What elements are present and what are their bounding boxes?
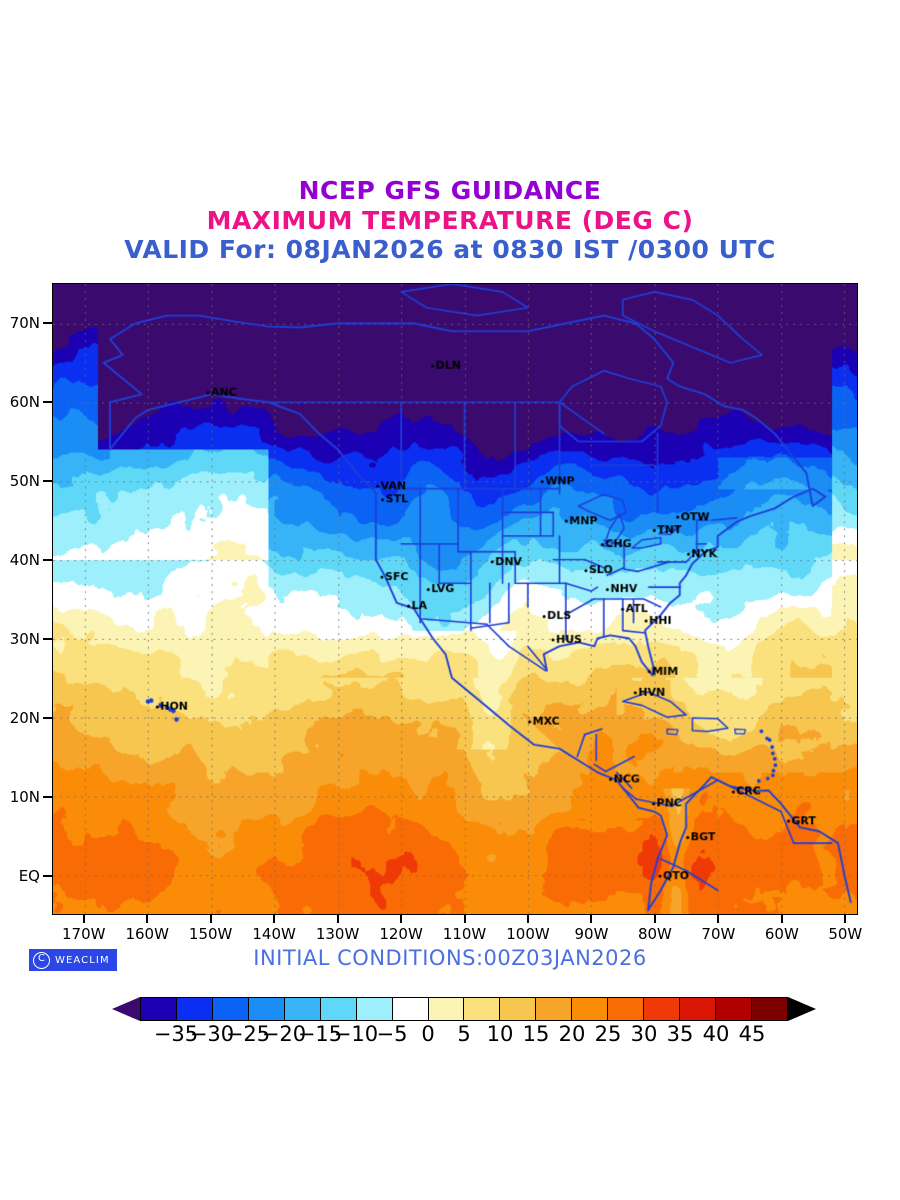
colorbar-tick-label: −25 xyxy=(225,1022,271,1046)
weaclim-logo: C WEACLIM xyxy=(29,949,117,971)
x-tick-mark xyxy=(717,915,720,923)
colorbar-cell xyxy=(644,998,681,1020)
x-axis-label: 160W xyxy=(125,925,169,943)
x-axis-label: 50W xyxy=(828,925,863,943)
x-axis-label: 90W xyxy=(574,925,609,943)
x-tick-mark xyxy=(526,915,529,923)
x-axis-label: 110W xyxy=(442,925,487,943)
colorbar-tick-label: −35 xyxy=(153,1022,199,1046)
y-tick-mark xyxy=(43,637,52,640)
colorbar-tick-label: 0 xyxy=(421,1022,435,1046)
x-tick-mark xyxy=(209,915,212,923)
colorbar-cell xyxy=(716,998,752,1020)
temperature-map-plot xyxy=(52,283,858,915)
y-axis-label: 10N xyxy=(9,787,40,806)
colorbar-cell xyxy=(212,998,249,1020)
colorbar-cell xyxy=(464,998,501,1020)
colorbar-cell xyxy=(392,998,429,1020)
colorbar-tick-label: 45 xyxy=(738,1022,766,1046)
x-axis-label: 70W xyxy=(701,925,736,943)
x-tick-mark xyxy=(463,915,466,923)
colorbar-cell xyxy=(320,998,357,1020)
colorbar-tick-label: −30 xyxy=(189,1022,235,1046)
y-axis-label: 20N xyxy=(9,708,40,727)
title-line-guidance: NCEP GFS GUIDANCE xyxy=(298,176,602,205)
y-tick-mark xyxy=(43,400,52,403)
y-axis-label: EQ xyxy=(18,866,40,885)
colorbar-cell xyxy=(428,998,465,1020)
x-tick-mark xyxy=(653,915,656,923)
x-tick-mark xyxy=(400,915,403,923)
title-line-variable: MAXIMUM TEMPERATURE (DEG C) xyxy=(206,205,694,235)
colorbar-over-arrow-icon xyxy=(788,997,816,1021)
title-line-valid-time: VALID For: 08JAN2026 at 0830 IST /0300 U… xyxy=(124,235,776,264)
y-tick-mark xyxy=(43,558,52,561)
x-tick-mark xyxy=(844,915,847,923)
x-tick-mark xyxy=(590,915,593,923)
colorbar-tick-label: 35 xyxy=(666,1022,694,1046)
colorbar-tick-label: 15 xyxy=(522,1022,550,1046)
y-tick-mark xyxy=(43,795,52,798)
temperature-field-canvas xyxy=(53,284,857,914)
x-axis-label: 60W xyxy=(764,925,799,943)
y-axis-label: 60N xyxy=(9,392,40,411)
copyright-icon: C xyxy=(33,951,50,969)
colorbar-cell xyxy=(608,998,645,1020)
colorbar-cell xyxy=(500,998,537,1020)
colorbar-tick-label: 30 xyxy=(630,1022,658,1046)
colorbar-cell xyxy=(751,998,787,1020)
colorbar-cell xyxy=(680,998,716,1020)
colorbar-cell xyxy=(141,998,177,1020)
x-tick-mark xyxy=(780,915,783,923)
colorbar-cell xyxy=(572,998,609,1020)
colorbar-tick-label: 5 xyxy=(457,1022,471,1046)
y-axis-label: 30N xyxy=(9,629,40,648)
y-tick-mark xyxy=(43,321,52,324)
colorbar-tick-label: −5 xyxy=(376,1022,408,1046)
x-axis-label: 150W xyxy=(188,925,233,943)
y-tick-mark xyxy=(43,479,52,482)
chart-title-block: NCEP GFS GUIDANCE MAXIMUM TEMPERATURE (D… xyxy=(0,176,900,265)
colorbar-cell xyxy=(284,998,321,1020)
x-axis-label: 120W xyxy=(379,925,423,943)
colorbar-cell xyxy=(176,998,213,1020)
colorbar-tick-label: −10 xyxy=(333,1022,379,1046)
colorbar-tick-label: 10 xyxy=(486,1022,514,1046)
initial-conditions-caption: INITIAL CONDITIONS:00Z03JAN2026 xyxy=(253,946,647,970)
x-tick-mark xyxy=(82,915,85,923)
colorbar-tick-label: −15 xyxy=(297,1022,343,1046)
y-tick-mark xyxy=(43,874,52,877)
colorbar-tick-label: −20 xyxy=(261,1022,307,1046)
x-tick-mark xyxy=(273,915,276,923)
y-tick-mark xyxy=(43,716,52,719)
x-axis-label: 80W xyxy=(637,925,672,943)
y-axis-label: 70N xyxy=(9,313,40,332)
colorbar-cell xyxy=(356,998,393,1020)
colorbar-tick-label: 20 xyxy=(558,1022,586,1046)
x-axis-label: 100W xyxy=(506,925,550,943)
colorbar-cell xyxy=(248,998,285,1020)
y-axis-label: 50N xyxy=(9,471,40,490)
x-tick-mark xyxy=(146,915,149,923)
colorbar-tick-label: 25 xyxy=(594,1022,622,1046)
colorbar-tick-label: 40 xyxy=(702,1022,730,1046)
x-axis-label: 140W xyxy=(252,925,296,943)
colorbar-cells xyxy=(140,997,788,1021)
x-axis-label: 170W xyxy=(61,925,106,943)
x-axis-label: 130W xyxy=(315,925,360,943)
y-axis-label: 40N xyxy=(9,550,40,569)
x-tick-mark xyxy=(336,915,339,923)
weaclim-logo-text: WEACLIM xyxy=(55,954,110,966)
colorbar-under-arrow-icon xyxy=(112,997,140,1021)
colorbar-cell xyxy=(536,998,573,1020)
colorbar-tick-labels: −35 −30 −25 −20 −15 −10 −5 0 5 10 15 20 25 30 35 40 45 xyxy=(112,1022,816,1048)
colorbar xyxy=(112,997,816,1021)
